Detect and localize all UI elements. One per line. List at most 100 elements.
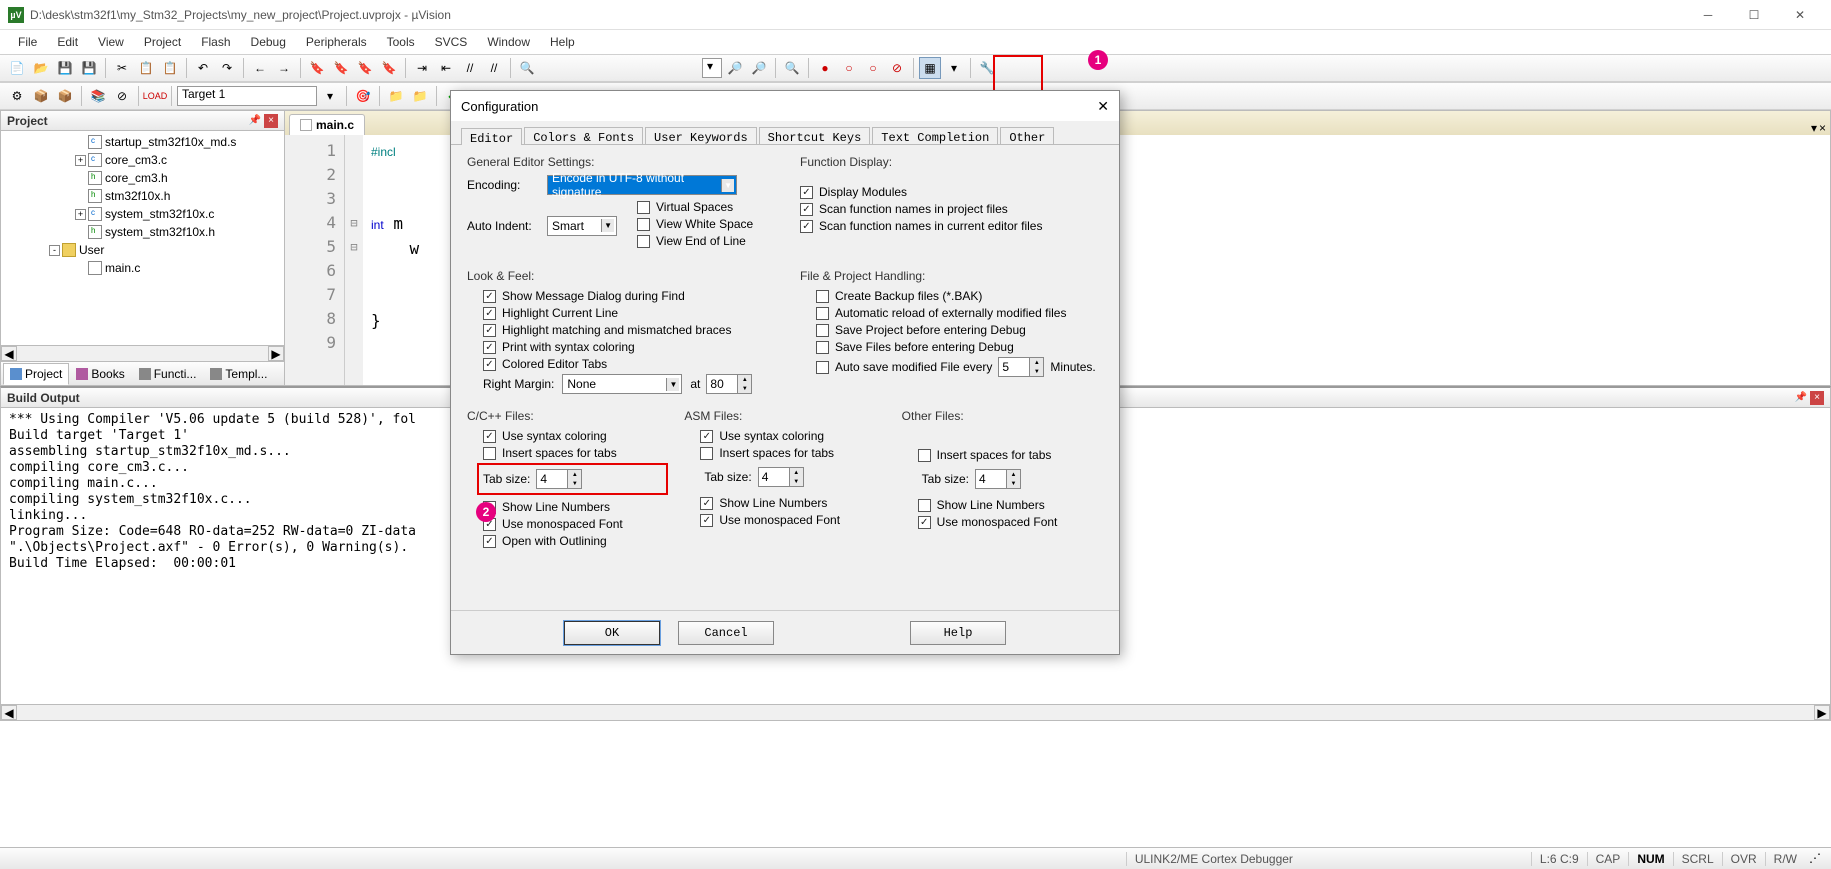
scan-project-checkbox[interactable]: ✓	[800, 203, 813, 216]
autoindent-select[interactable]: Smart	[547, 216, 617, 236]
dialog-tab[interactable]: Colors & Fonts	[524, 127, 643, 144]
tree-node[interactable]: +system_stm32f10x.c	[5, 205, 280, 223]
find-icon[interactable]: 🔍	[516, 57, 538, 79]
auto-save-spinner[interactable]: ▲▼	[998, 357, 1044, 377]
uncomment-icon[interactable]: //	[483, 57, 505, 79]
cc-outline-checkbox[interactable]: ✓	[483, 535, 496, 548]
menu-project[interactable]: Project	[134, 31, 191, 53]
menu-flash[interactable]: Flash	[191, 31, 240, 53]
other-tabsize-spinner[interactable]: ▲▼	[975, 469, 1021, 489]
virtual-spaces-checkbox[interactable]	[637, 201, 650, 214]
stop-build-icon[interactable]: ⊘	[111, 85, 133, 107]
cc-tabsize-spinner[interactable]: ▲▼	[536, 469, 582, 489]
project-tab[interactable]: Functi...	[132, 363, 204, 385]
right-margin-at-spinner[interactable]: ▲▼	[706, 374, 752, 394]
save-project-debug-checkbox[interactable]	[816, 324, 829, 337]
highlight-braces-checkbox[interactable]: ✓	[483, 324, 496, 337]
right-margin-select[interactable]: None	[562, 374, 682, 394]
msg-dialog-checkbox[interactable]: ✓	[483, 290, 496, 303]
view-eol-checkbox[interactable]	[637, 235, 650, 248]
project-tab[interactable]: Project	[3, 363, 69, 385]
dialog-tab[interactable]: Editor	[461, 128, 522, 145]
tree-node[interactable]: main.c	[5, 259, 280, 277]
ok-button[interactable]: OK	[564, 621, 660, 645]
encoding-select[interactable]: Encode in UTF-8 without signature	[547, 175, 737, 195]
build-pin-icon[interactable]: 📌	[1794, 391, 1808, 405]
open-file-icon[interactable]: 📂	[30, 57, 52, 79]
menu-view[interactable]: View	[88, 31, 134, 53]
comment-icon[interactable]: //	[459, 57, 481, 79]
menu-edit[interactable]: Edit	[47, 31, 88, 53]
bookmark-icon[interactable]: 🔖	[306, 57, 328, 79]
build-hscroll[interactable]: ◀▶	[1, 704, 1830, 720]
resize-grip-icon[interactable]: ⋰	[1809, 851, 1825, 867]
menu-help[interactable]: Help	[540, 31, 585, 53]
bookmark-clear-icon[interactable]: 🔖	[378, 57, 400, 79]
highlight-line-checkbox[interactable]: ✓	[483, 307, 496, 320]
scan-editor-checkbox[interactable]: ✓	[800, 220, 813, 233]
download-icon[interactable]: LOAD	[144, 85, 166, 107]
panel-close-icon[interactable]: ×	[264, 114, 278, 128]
colored-tabs-checkbox[interactable]: ✓	[483, 358, 496, 371]
auto-reload-checkbox[interactable]	[816, 307, 829, 320]
window-drop-icon[interactable]: ▾	[943, 57, 965, 79]
dialog-tab[interactable]: Other	[1000, 127, 1054, 144]
save-icon[interactable]: 💾	[54, 57, 76, 79]
dialog-tab[interactable]: Text Completion	[872, 127, 998, 144]
maximize-button[interactable]: ☐	[1731, 0, 1777, 30]
backup-checkbox[interactable]	[816, 290, 829, 303]
other-spaces-checkbox[interactable]	[918, 449, 931, 462]
debug-icon[interactable]: 🔍	[781, 57, 803, 79]
undo-icon[interactable]: ↶	[192, 57, 214, 79]
incremental-find-icon[interactable]: 🔎	[748, 57, 770, 79]
asm-tabsize-spinner[interactable]: ▲▼	[758, 467, 804, 487]
breakpoint-kill-icon[interactable]: ⊘	[886, 57, 908, 79]
display-modules-checkbox[interactable]: ✓	[800, 186, 813, 199]
cc-spaces-checkbox[interactable]	[483, 447, 496, 460]
project-tab[interactable]: Books	[69, 363, 131, 385]
project-tree[interactable]: startup_stm32f10x_md.s+core_cm3.ccore_cm…	[1, 131, 284, 345]
other-linenum-checkbox[interactable]	[918, 499, 931, 512]
menu-svcs[interactable]: SVCS	[425, 31, 478, 53]
asm-linenum-checkbox[interactable]: ✓	[700, 497, 713, 510]
window-icon[interactable]: ▦	[919, 57, 941, 79]
cut-icon[interactable]: ✂	[111, 57, 133, 79]
batch-build-icon[interactable]: 📚	[87, 85, 109, 107]
menu-file[interactable]: File	[8, 31, 47, 53]
tree-node[interactable]: -User	[5, 241, 280, 259]
copy-icon[interactable]: 📋	[135, 57, 157, 79]
menu-peripherals[interactable]: Peripherals	[296, 31, 377, 53]
print-syntax-checkbox[interactable]: ✓	[483, 341, 496, 354]
indent-icon[interactable]: ⇥	[411, 57, 433, 79]
pin-icon[interactable]: 📌	[248, 114, 262, 128]
asm-syntax-checkbox[interactable]: ✓	[700, 430, 713, 443]
save-files-debug-checkbox[interactable]	[816, 341, 829, 354]
manage-icon[interactable]: 📁	[409, 85, 431, 107]
tab-close-icon[interactable]: ×	[1819, 121, 1826, 135]
view-whitespace-checkbox[interactable]	[637, 218, 650, 231]
menu-debug[interactable]: Debug	[241, 31, 296, 53]
help-button[interactable]: Help	[910, 621, 1006, 645]
other-mono-checkbox[interactable]: ✓	[918, 516, 931, 529]
target-drop-icon[interactable]: ▾	[319, 85, 341, 107]
asm-mono-checkbox[interactable]: ✓	[700, 514, 713, 527]
configure-icon[interactable]: 🔧	[976, 57, 998, 79]
menu-window[interactable]: Window	[477, 31, 540, 53]
breakpoint-disable-icon[interactable]: ○	[862, 57, 884, 79]
target-select[interactable]: Target 1	[177, 86, 317, 106]
cancel-button[interactable]: Cancel	[678, 621, 774, 645]
tree-node[interactable]: startup_stm32f10x_md.s	[5, 133, 280, 151]
asm-spaces-checkbox[interactable]	[700, 447, 713, 460]
paste-icon[interactable]: 📋	[159, 57, 181, 79]
fold-column[interactable]: ⊟⊟	[345, 135, 363, 385]
build-close-icon[interactable]: ×	[1810, 391, 1824, 405]
breakpoint-enable-icon[interactable]: ○	[838, 57, 860, 79]
options-icon[interactable]: 🎯	[352, 85, 374, 107]
translate-icon[interactable]: ⚙	[6, 85, 28, 107]
tree-node[interactable]: stm32f10x.h	[5, 187, 280, 205]
close-button[interactable]: ✕	[1777, 0, 1823, 30]
breakpoint-insert-icon[interactable]: ●	[814, 57, 836, 79]
dialog-tab[interactable]: Shortcut Keys	[759, 127, 871, 144]
save-all-icon[interactable]: 💾	[78, 57, 100, 79]
tree-node[interactable]: core_cm3.h	[5, 169, 280, 187]
